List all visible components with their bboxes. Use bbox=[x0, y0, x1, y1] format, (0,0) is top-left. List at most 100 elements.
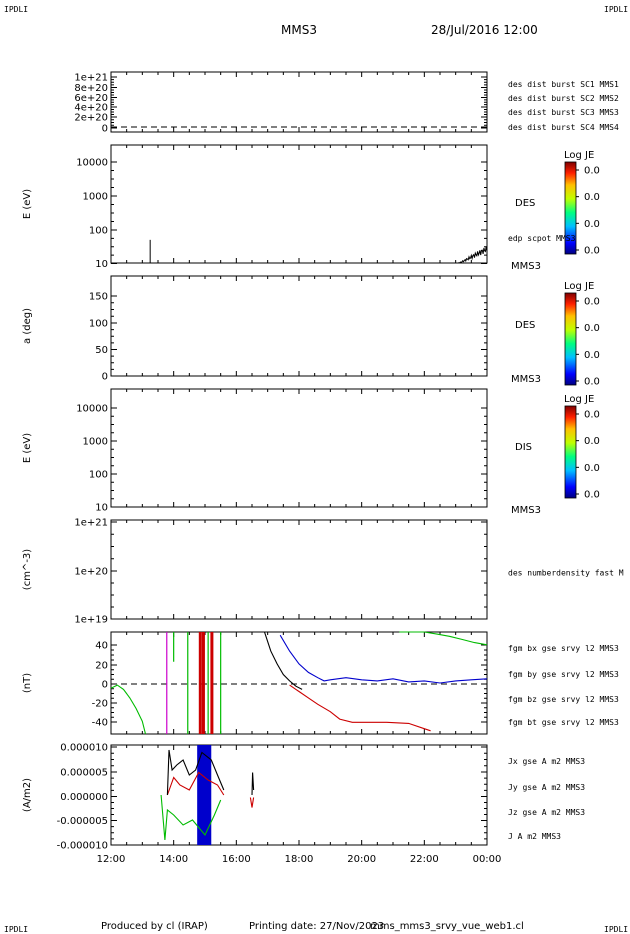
data-series bbox=[110, 684, 147, 735]
colorbar bbox=[564, 292, 577, 386]
x-tick-label: 16:00 bbox=[222, 854, 251, 865]
colorbar-tick-label: 0.0 bbox=[584, 463, 600, 474]
legend-entry: des dist burst SC1 MMS1 bbox=[508, 80, 619, 89]
y-tick-label: 1000 bbox=[83, 192, 108, 203]
y-tick-label: 10 bbox=[95, 503, 108, 514]
legend-entry: des numberdensity fast M bbox=[508, 569, 624, 578]
colorbar-tick-label: 0.0 bbox=[584, 219, 600, 230]
spacecraft-label: MMS3 bbox=[511, 505, 541, 516]
legend-entry: Jx gse A m2 MMS3 bbox=[508, 757, 585, 766]
instrument-label: DES bbox=[515, 320, 535, 331]
footer-filename: mms_mms3_srvy_vue_web1.cl bbox=[370, 921, 524, 932]
y-tick-label: 1e+21 bbox=[74, 518, 108, 529]
y-tick-label: 10 bbox=[95, 259, 108, 270]
legend-entry: fgm bx gse srvy l2 MMS3 bbox=[508, 644, 619, 653]
jz-band bbox=[197, 745, 212, 845]
colorbar-tick-label: 0.0 bbox=[584, 323, 600, 334]
panel-frame bbox=[110, 631, 488, 735]
colorbar-tick-label: 0.0 bbox=[584, 436, 600, 447]
colorbar bbox=[564, 161, 577, 255]
legend-entry: des dist burst SC3 MMS3 bbox=[508, 108, 619, 117]
y-tick-label: 10000 bbox=[76, 404, 108, 415]
data-series bbox=[279, 634, 488, 684]
y-tick-label: 0 bbox=[102, 680, 108, 691]
colorbar bbox=[564, 405, 577, 499]
y-tick-label: 100 bbox=[89, 319, 108, 330]
y-tick-label: -0.000010 bbox=[57, 841, 108, 852]
colorbar-tick-label: 0.0 bbox=[584, 166, 600, 177]
y-tick-label: -0.000005 bbox=[57, 816, 108, 827]
corner-label-bottom-right: IPDLI bbox=[604, 925, 628, 934]
y-tick-label: 4e+20 bbox=[74, 103, 108, 114]
spacecraft-title: MMS3 bbox=[281, 23, 317, 37]
legend-entry: des dist burst SC4 MMS4 bbox=[508, 123, 619, 132]
panel-des-pitch: 0 50 100 150 a (deg) DES MMS3 Log JE 0.0 0.0 0.0 0.… bbox=[22, 275, 600, 388]
panel-frame bbox=[110, 275, 488, 377]
panel-fgm: -40 -20 0 20 40 (nT) fgm bx gse srvy l2 MMS3 fg… bbox=[22, 631, 619, 735]
scpot-line bbox=[455, 246, 488, 264]
panel-des-energy: 10 100 1000 10000 E (eV) DES MMS3 Log JE 0.0 0.0 0… bbox=[22, 144, 600, 272]
corner-label-bottom-left: IPDLI bbox=[4, 925, 28, 934]
y-tick-label: 0 bbox=[102, 372, 108, 383]
colorbar-title: Log JE bbox=[564, 394, 594, 405]
x-tick-label: 22:00 bbox=[410, 854, 439, 865]
x-tick-label: 00:00 bbox=[473, 854, 502, 865]
y-tick-label: 0 bbox=[102, 124, 108, 135]
legend-entry: Jz gse A m2 MMS3 bbox=[508, 808, 585, 817]
colorbar-tick-label: 0.0 bbox=[584, 377, 600, 388]
y-axis-label: (cm^-3) bbox=[22, 549, 33, 590]
legend-entry: fgm bt gse srvy l2 MMS3 bbox=[508, 718, 619, 727]
colorbar-tick-label: 0.0 bbox=[584, 246, 600, 257]
footer-printing-date: Printing date: 27/Nov/2023 bbox=[249, 921, 384, 932]
panel-frame bbox=[110, 71, 488, 133]
y-tick-label: 150 bbox=[89, 292, 108, 303]
x-tick-label: 18:00 bbox=[285, 854, 314, 865]
y-tick-label: -20 bbox=[92, 699, 108, 710]
data-series bbox=[399, 631, 488, 646]
colorbar-tick-label: 0.0 bbox=[584, 297, 600, 308]
spacecraft-label: MMS3 bbox=[511, 261, 541, 272]
data-series bbox=[263, 631, 303, 690]
corner-label-top-right: IPDLI bbox=[604, 5, 628, 14]
y-tick-label: 6e+20 bbox=[74, 93, 108, 104]
x-tick-label: 20:00 bbox=[347, 854, 376, 865]
y-tick-label: 0.000010 bbox=[60, 743, 108, 754]
legend-entry: J A m2 MMS3 bbox=[508, 832, 561, 841]
y-tick-label: 0.000005 bbox=[60, 768, 108, 779]
y-axis-label: (A/m2) bbox=[22, 778, 33, 812]
colorbar-title: Log JE bbox=[564, 150, 594, 161]
y-tick-label: 20 bbox=[95, 661, 108, 672]
panel-frame bbox=[110, 519, 488, 620]
y-tick-label: 1e+20 bbox=[74, 567, 108, 578]
x-tick-label: 12:00 bbox=[97, 854, 126, 865]
data-series bbox=[166, 749, 225, 796]
y-tick-label: 0.000000 bbox=[60, 792, 108, 803]
footer-produced-by: Produced by cl (IRAP) bbox=[101, 921, 208, 932]
data-series bbox=[160, 794, 222, 841]
panel-current: -0.000010 -0.000005 0.000000 0.000005 0.0000… bbox=[22, 743, 585, 866]
data-series bbox=[166, 771, 225, 796]
corner-label-top-left: IPDLI bbox=[4, 5, 28, 14]
data-series bbox=[249, 797, 255, 808]
legend-entry: fgm bz gse srvy l2 MMS3 bbox=[508, 695, 619, 704]
colorbar-title: Log JE bbox=[564, 281, 594, 292]
y-tick-label: 1e+19 bbox=[74, 615, 108, 626]
y-axis-label: E (eV) bbox=[22, 189, 33, 219]
y-axis-label: E (eV) bbox=[22, 433, 33, 463]
legend-entry: des dist burst SC2 MMS2 bbox=[508, 94, 619, 103]
y-tick-label: -40 bbox=[92, 718, 108, 729]
panel-frame bbox=[110, 388, 488, 508]
panel-density: 1e+19 1e+20 1e+21 (cm^-3) des numberdensity … bbox=[22, 518, 624, 626]
datetime-title: 28/Jul/2016 12:00 bbox=[431, 23, 538, 37]
y-tick-label: 100 bbox=[89, 226, 108, 237]
spacecraft-label: MMS3 bbox=[511, 374, 541, 385]
y-tick-label: 1e+21 bbox=[74, 73, 108, 84]
data-series bbox=[289, 684, 431, 732]
panel-dis-energy: 10 100 1000 10000 E (eV) DIS MMS3 Log JE 0.0 0.0 0… bbox=[22, 388, 600, 516]
panel-frame bbox=[110, 144, 488, 264]
y-tick-label: 10000 bbox=[76, 158, 108, 169]
y-tick-label: 50 bbox=[95, 345, 108, 356]
instrument-label: DIS bbox=[515, 442, 532, 453]
